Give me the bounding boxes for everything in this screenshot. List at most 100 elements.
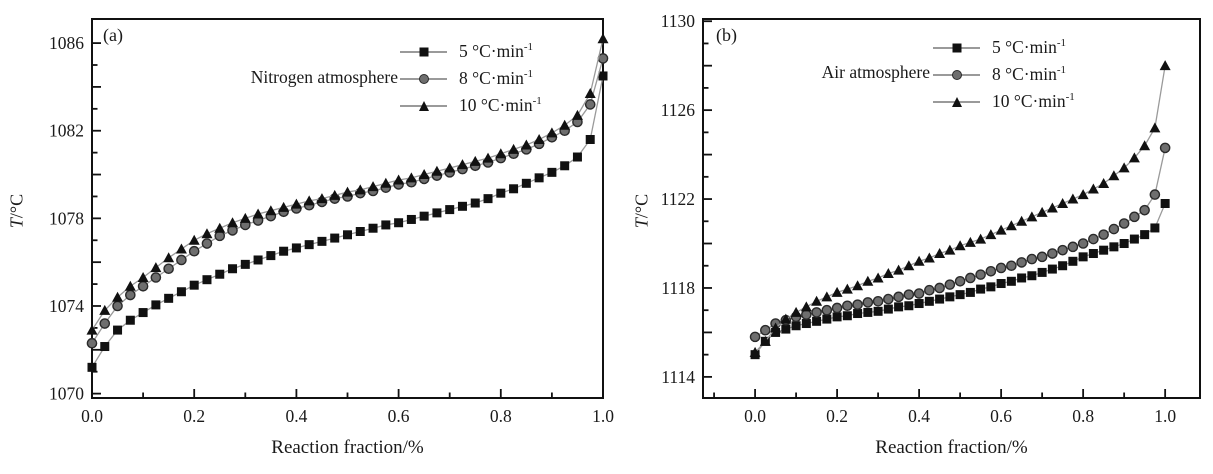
y-axis-symbol: T (631, 218, 652, 229)
square-data-marker (945, 292, 955, 302)
legend-item: 5 °C·min-1 (933, 34, 1075, 61)
square-data-marker (572, 152, 582, 162)
triangle-data-marker (137, 272, 149, 283)
square-data-marker (914, 299, 924, 309)
circle-data-marker (831, 302, 843, 314)
circle-marker-icon (951, 69, 962, 80)
square-data-marker (189, 280, 199, 290)
triangle-data-marker (913, 255, 925, 266)
legend-line (400, 100, 447, 111)
triangle-data-marker (903, 260, 915, 271)
square-data-marker (904, 301, 914, 311)
triangle-data-marker (1016, 215, 1028, 226)
square-data-marker (1150, 223, 1160, 233)
triangle-data-marker (1036, 206, 1048, 217)
circle-data-marker (995, 262, 1007, 274)
panel-a-legend: 5 °C·min-1 8 °C·min-1 10 °C·min-1 (400, 38, 542, 119)
circle-data-marker (749, 331, 761, 343)
square-data-marker (965, 287, 975, 297)
circle-data-marker (1118, 218, 1130, 229)
triangle-data-marker (841, 283, 853, 294)
square-data-marker (228, 264, 238, 274)
square-data-marker (598, 71, 608, 81)
square-data-marker (996, 279, 1006, 289)
triangle-data-marker (1057, 197, 1069, 208)
x-tick-label: 0.6 (388, 406, 410, 426)
y-tick-label: 1074 (49, 296, 84, 316)
x-tick-label: 1.0 (592, 406, 614, 426)
triangle-data-marker (342, 186, 353, 197)
y-axis-unit: /°C (6, 193, 27, 219)
x-tick-label: 0.6 (990, 406, 1012, 426)
square-data-marker (1006, 276, 1016, 286)
triangle-data-marker (469, 155, 481, 166)
triangle-data-marker (831, 286, 843, 297)
square-data-marker (215, 269, 225, 279)
triangle-data-marker (1159, 60, 1171, 71)
triangle-data-marker (252, 208, 264, 219)
square-data-marker (100, 342, 110, 352)
y-tick-label: 1070 (49, 384, 84, 404)
square-data-marker (1037, 267, 1047, 277)
triangle-data-marker (923, 252, 935, 263)
triangle-data-marker (975, 233, 987, 244)
square-marker-icon (952, 43, 961, 52)
legend-item: 8 °C·min-1 (400, 65, 542, 92)
triangle-data-marker (559, 119, 571, 130)
circle-data-marker (112, 300, 123, 312)
series-line-square (91, 75, 604, 368)
circle-data-marker (163, 263, 174, 275)
square-data-marker (1160, 198, 1170, 208)
square-data-marker (87, 362, 97, 372)
square-data-marker (343, 230, 352, 240)
triangle-data-marker (1067, 193, 1079, 204)
triangle-data-marker (380, 177, 392, 188)
triangle-data-marker (227, 217, 239, 228)
circle-data-marker (1149, 189, 1161, 200)
square-data-marker (1058, 261, 1068, 271)
x-tick-label: 0.2 (183, 406, 205, 426)
panel-b: 1114 1118 1122 1126 1130 0.0 0.2 0.4 0.6 0.8 1.0 (… (620, 0, 1213, 474)
triangle-data-marker (800, 301, 812, 312)
square-data-marker (253, 255, 263, 265)
triangle-data-marker (482, 152, 494, 163)
circle-data-marker (1067, 241, 1079, 253)
y-tick-label: 1114 (661, 367, 695, 387)
square-data-marker (394, 218, 404, 228)
triangle-data-marker (749, 346, 761, 357)
circle-data-marker (150, 272, 162, 283)
triangle-data-marker (770, 322, 782, 333)
square-data-marker (883, 304, 893, 314)
circle-data-marker (985, 265, 997, 277)
panel-b-x-axis-title: Reaction fraction/% (875, 437, 1028, 458)
square-data-marker (1047, 264, 1057, 274)
y-tick-label: 1078 (49, 208, 84, 228)
triangle-data-marker (1046, 202, 1058, 213)
legend-label: 10 °C·min-1 (992, 91, 1075, 111)
circle-data-marker (924, 284, 935, 296)
square-data-marker (496, 188, 506, 198)
circle-data-marker (1016, 257, 1027, 268)
circle-data-marker (137, 280, 149, 292)
circle-data-marker (934, 282, 945, 294)
triangle-data-marker (112, 291, 124, 302)
triangle-data-marker (393, 174, 405, 185)
triangle-data-marker (265, 205, 277, 216)
plot-border (702, 18, 1201, 399)
x-tick-label: 1.0 (1154, 406, 1176, 426)
square-data-marker (935, 294, 945, 304)
triangle-data-marker (278, 201, 290, 212)
square-data-marker (304, 240, 314, 250)
square-data-marker (1099, 245, 1109, 255)
triangle-data-marker (188, 234, 200, 245)
circle-data-marker (86, 337, 98, 349)
square-data-marker (534, 173, 544, 183)
square-data-marker (1129, 234, 1139, 244)
y-tick-label: 1086 (49, 33, 84, 53)
square-data-marker (924, 296, 934, 306)
square-data-marker (113, 325, 123, 335)
square-data-marker (1068, 256, 1078, 266)
circle-data-marker (188, 245, 200, 257)
triangle-data-marker (862, 275, 874, 286)
square-data-marker (560, 161, 570, 171)
